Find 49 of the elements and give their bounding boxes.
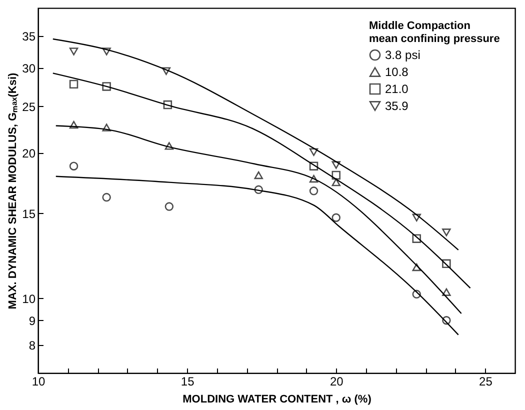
point: [254, 185, 263, 194]
point: [69, 80, 78, 89]
point: [102, 82, 111, 91]
y-tick-label: 15: [22, 206, 36, 221]
point: [254, 171, 263, 180]
point: [309, 174, 318, 183]
point: [332, 161, 340, 169]
point: [332, 170, 340, 180]
y-tick-label: 9: [28, 314, 36, 328]
point: [412, 290, 421, 299]
point: [162, 67, 171, 75]
x-tick-label: 25: [479, 374, 493, 388]
point: [332, 213, 340, 222]
point: [164, 142, 174, 150]
point: [69, 48, 78, 56]
point: [164, 202, 174, 211]
point: [442, 259, 451, 268]
y-tick-label: 30: [22, 62, 36, 76]
legend-title: Middle Compaction mean confining pressure: [369, 20, 500, 45]
point: [442, 316, 451, 325]
legend-label: 3.8 psi: [385, 48, 420, 62]
legend-label: 21.0: [385, 82, 409, 96]
point: [102, 124, 111, 132]
x-tick-label: 20: [330, 374, 344, 388]
y-axis-title: MAX. DYNAMIC SHEAR MODULUS, Gₘₐₓ(Ksi): [7, 72, 20, 310]
point: [442, 228, 451, 236]
point: [309, 186, 318, 196]
point: [332, 178, 340, 186]
point: [309, 148, 318, 156]
x-axis-title: MOLDING WATER CONTENT , ω (%): [182, 394, 372, 406]
legend-label: 35.9: [385, 99, 409, 113]
point: [412, 263, 421, 272]
x-tick-label: 15: [180, 374, 195, 388]
point: [412, 234, 421, 243]
point: [69, 120, 78, 129]
y-tick-label: 20: [22, 146, 36, 161]
y-tick-label: 10: [22, 292, 36, 306]
y-tick-label: 8: [28, 338, 36, 353]
y-tick-label: 25: [22, 100, 36, 114]
legend-label: 10.8: [385, 65, 409, 79]
point: [163, 100, 172, 110]
line-series: [55, 176, 459, 336]
point: [102, 48, 111, 56]
y-tick-label: 35: [22, 29, 36, 44]
point: [69, 162, 78, 170]
point: [102, 192, 111, 202]
point: [412, 214, 421, 222]
point: [442, 288, 451, 296]
point: [309, 162, 318, 170]
